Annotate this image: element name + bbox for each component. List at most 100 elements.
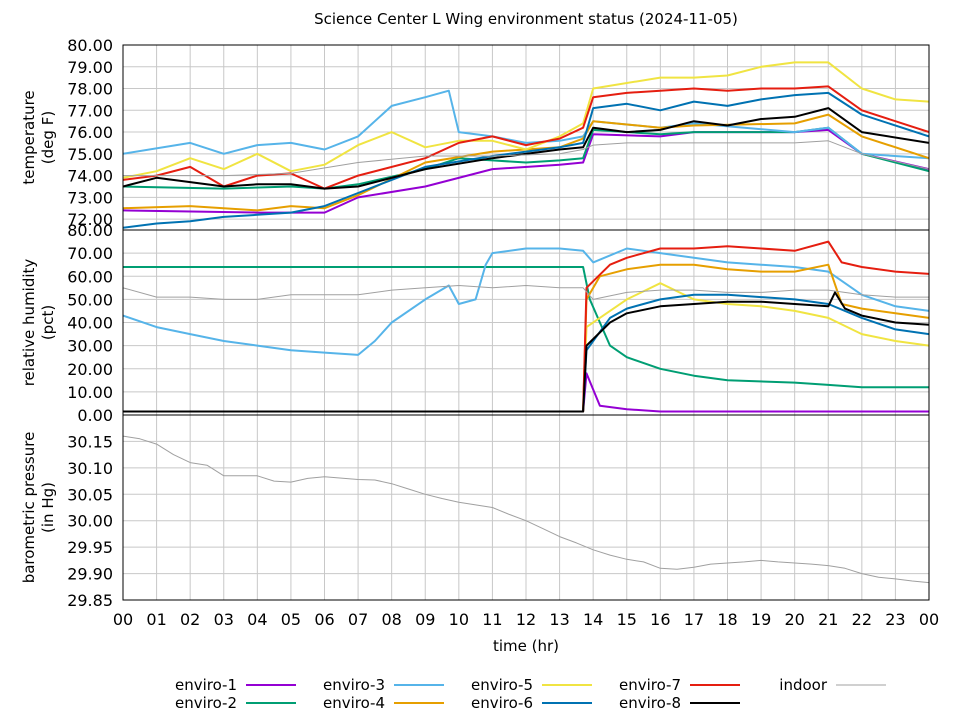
x-tick-label: 10 <box>449 610 469 629</box>
y-tick-label: 29.90 <box>67 565 113 584</box>
y-tick-label: 70.00 <box>67 244 113 263</box>
x-tick-label: 23 <box>885 610 905 629</box>
x-tick-label: 21 <box>818 610 838 629</box>
x-tick-label: 02 <box>180 610 200 629</box>
x-tick-label: 19 <box>751 610 771 629</box>
x-tick-label: 16 <box>650 610 670 629</box>
series-line-indoor <box>123 140 929 177</box>
x-tick-label: 03 <box>214 610 234 629</box>
series-line-indoor <box>123 285 929 300</box>
humidity-panel: 0.00 10.00 20.00 30.00 40.00 50.00 60.00 70.00 8… <box>20 221 930 425</box>
y-tick-label: 80.00 <box>67 221 113 240</box>
y-tick-label: 29.85 <box>67 591 113 610</box>
series-line-enviro-3 <box>123 89 929 160</box>
legend-label: enviro-5 <box>471 676 533 694</box>
x-tick-label: 15 <box>617 610 637 629</box>
temperature-panel: 72.00 73.00 74.00 75.00 76.00 77.00 78.00 79.00… <box>20 36 930 231</box>
y-axis-label-line: barometric pressure <box>20 432 38 584</box>
temperature-axis-label: temperature(deg F) <box>20 90 57 184</box>
legend-item-enviro-8: enviro-8 <box>619 694 740 712</box>
y-tick-label: 30.15 <box>67 432 113 451</box>
legend-label: indoor <box>779 676 828 694</box>
legend-item-enviro-1: enviro-1 <box>175 676 296 694</box>
legend-label: enviro-4 <box>323 694 385 712</box>
y-tick-label: 74.00 <box>67 167 113 186</box>
y-tick-label: 30.00 <box>67 337 113 356</box>
series-line-enviro-2 <box>123 266 929 389</box>
x-tick-label: 17 <box>684 610 704 629</box>
y-tick-label: 30.00 <box>67 512 113 531</box>
y-axis-label-line: relative humidity <box>20 259 38 387</box>
series-line-indoor <box>123 435 929 584</box>
series-line-enviro-8 <box>123 107 929 190</box>
legend-item-indoor: indoor <box>779 676 886 694</box>
x-tick-label: 12 <box>516 610 536 629</box>
series-line-enviro-7 <box>123 85 929 190</box>
chart-title: Science Center L Wing environment status… <box>314 10 738 28</box>
x-tick-label: 18 <box>717 610 737 629</box>
humidity-series-group <box>123 240 929 413</box>
y-tick-label: 72.00 <box>67 210 113 229</box>
y-axis-label-line: (pct) <box>39 305 57 340</box>
legend-label: enviro-2 <box>175 694 237 712</box>
series-line-enviro-5 <box>123 282 929 413</box>
x-tick-label: 20 <box>784 610 804 629</box>
y-tick-label: 75.00 <box>67 145 113 164</box>
y-tick-label: 76.00 <box>67 123 113 142</box>
legend-item-enviro-5: enviro-5 <box>471 676 592 694</box>
y-axis-label-line: (in Hg) <box>39 482 57 533</box>
y-tick-label: 20.00 <box>67 360 113 379</box>
x-tick-label: 13 <box>549 610 569 629</box>
y-tick-label: 40.00 <box>67 314 113 333</box>
series-line-enviro-6 <box>123 91 929 229</box>
y-tick-label: 80.00 <box>67 36 113 55</box>
x-tick-label: 22 <box>852 610 872 629</box>
series-line-enviro-7 <box>123 240 929 413</box>
pressure-axis-label: barometric pressure(in Hg) <box>20 432 57 584</box>
y-axis-label-line: temperature <box>20 90 38 184</box>
temperature-series-group <box>123 61 929 229</box>
legend-item-enviro-3: enviro-3 <box>323 676 444 694</box>
series-line-enviro-6 <box>123 293 929 413</box>
y-tick-label: 29.95 <box>67 538 113 557</box>
series-line-enviro-1 <box>123 128 929 214</box>
x-tick-label: 07 <box>348 610 368 629</box>
pressure-plot-frame <box>122 414 930 601</box>
chart-panels: 72.00 73.00 74.00 75.00 76.00 77.00 78.00 79.00… <box>20 36 939 629</box>
y-tick-label: 30.05 <box>67 485 113 504</box>
x-tick-label: 06 <box>314 610 334 629</box>
series-line-enviro-3 <box>123 247 929 356</box>
legend-label: enviro-1 <box>175 676 237 694</box>
legend-item-enviro-7: enviro-7 <box>619 676 740 694</box>
x-tick-label: 01 <box>146 610 166 629</box>
legend-item-enviro-2: enviro-2 <box>175 694 296 712</box>
x-tick-label: 04 <box>247 610 267 629</box>
x-tick-label: 00 <box>113 610 133 629</box>
x-tick-label: 11 <box>482 610 502 629</box>
legend-item-enviro-4: enviro-4 <box>323 694 444 712</box>
pressure-series-group <box>123 435 929 584</box>
y-tick-label: 78.00 <box>67 80 113 99</box>
y-tick-label: 50.00 <box>67 290 113 309</box>
pressure-panel: 29.85 29.90 29.95 30.00 30.05 30.10 30.15 barom… <box>20 414 930 610</box>
series-line-enviro-5 <box>123 61 929 179</box>
legend-item-enviro-6: enviro-6 <box>471 694 592 712</box>
x-tick-label: 08 <box>381 610 401 629</box>
x-tick-label: 09 <box>415 610 435 629</box>
legend-label: enviro-6 <box>471 694 533 712</box>
y-tick-label: 30.10 <box>67 459 113 478</box>
y-tick-label: 73.00 <box>67 188 113 207</box>
x-tick-label: 05 <box>281 610 301 629</box>
legend-label: enviro-3 <box>323 676 385 694</box>
y-tick-label: 77.00 <box>67 101 113 120</box>
humidity-axis-label: relative humidity(pct) <box>20 259 57 387</box>
y-tick-label: 60.00 <box>67 267 113 286</box>
series-line-enviro-4 <box>123 263 929 413</box>
legend-label: enviro-7 <box>619 676 681 694</box>
y-tick-label: 10.00 <box>67 383 113 402</box>
x-axis-label: time (hr) <box>493 637 559 655</box>
x-tick-label: 14 <box>583 610 603 629</box>
y-tick-label: 0.00 <box>77 406 113 425</box>
y-tick-label: 79.00 <box>67 58 113 77</box>
